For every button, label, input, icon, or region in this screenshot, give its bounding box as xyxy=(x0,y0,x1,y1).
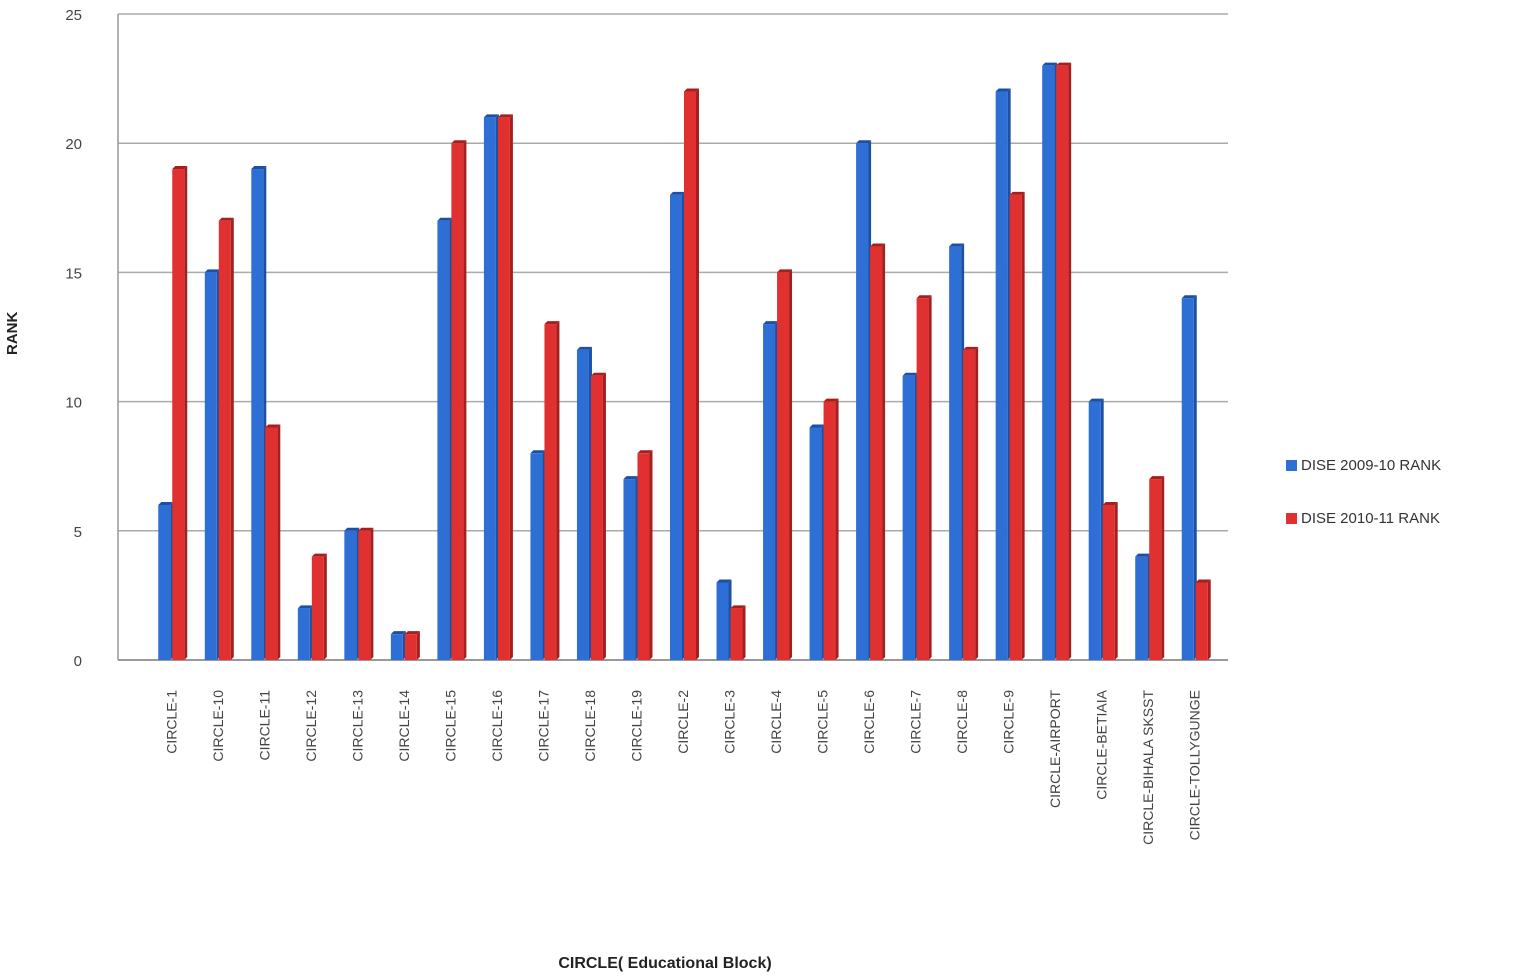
y-tick-label: 25 xyxy=(65,7,82,24)
y-tick-label: 5 xyxy=(74,524,82,541)
bar-2010-11 xyxy=(497,114,513,661)
bar-2009-10 xyxy=(1088,398,1104,660)
bar-2009-10 xyxy=(995,88,1011,660)
x-tick-label: CIRCLE-1 xyxy=(163,690,179,754)
bar-2009-10 xyxy=(251,166,267,661)
bar-2010-11 xyxy=(451,140,467,660)
y-tick-label: 15 xyxy=(65,265,82,282)
y-axis-label: RANK xyxy=(4,311,21,355)
x-tick-labels: CIRCLE-1 CIRCLE-10 CIRCLE-11 CIRCLE-12 CIRCL… xyxy=(163,689,1202,844)
x-tick-label: CIRCLE-9 xyxy=(1001,690,1017,754)
bar-2010-11 xyxy=(1195,579,1211,660)
bar-2009-10 xyxy=(809,424,825,660)
bar-2010-11 xyxy=(916,295,932,660)
bar-2009-10 xyxy=(204,269,220,660)
x-tick-label: CIRCLE-12 xyxy=(303,690,319,762)
x-tick-label: CIRCLE-8 xyxy=(954,690,970,754)
x-tick-label: CIRCLE-13 xyxy=(349,690,365,762)
bar-2010-11 xyxy=(730,605,746,660)
bar-2009-10 xyxy=(1181,295,1197,660)
x-tick-label: CIRCLE-11 xyxy=(256,690,272,761)
x-tick-label: CIRCLE-6 xyxy=(861,690,877,754)
x-tick-label: CIRCLE-15 xyxy=(442,690,458,762)
x-tick-label: CIRCLE-3 xyxy=(722,690,738,754)
bar-2010-11 xyxy=(637,450,653,660)
x-tick-label: CIRCLE-17 xyxy=(535,690,551,762)
x-tick-label: CIRCLE-AIRPORT xyxy=(1047,690,1063,808)
bar-2009-10 xyxy=(763,321,779,660)
bar-2010-11 xyxy=(358,527,374,660)
bar-2009-10 xyxy=(297,605,313,660)
x-axis-label: CIRCLE( Educational Block) xyxy=(558,955,772,972)
bar-2009-10 xyxy=(949,243,965,660)
bar-2010-11 xyxy=(1056,62,1072,661)
bar-2010-11 xyxy=(870,243,886,660)
y-tick-label: 20 xyxy=(65,136,82,153)
x-tick-label: CIRCLE-4 xyxy=(768,690,784,754)
bar-2009-10 xyxy=(1135,553,1151,660)
x-tick-label: CIRCLE-14 xyxy=(396,690,412,762)
bar-2010-11 xyxy=(311,553,327,660)
bar-2009-10 xyxy=(623,476,639,660)
x-tick-label: CIRCLE-BETIAIA xyxy=(1094,689,1110,799)
x-tick-label: CIRCLE-TOLLYGUNGE xyxy=(1187,690,1203,840)
bar-2010-11 xyxy=(963,346,979,660)
legend-item-2009-10: DISE 2009-10 RANK xyxy=(1286,452,1526,478)
bar-2009-10 xyxy=(158,501,174,660)
bar-2010-11 xyxy=(1102,501,1118,660)
x-tick-label: CIRCLE-18 xyxy=(582,690,598,762)
legend-swatch-2009-10 xyxy=(1286,459,1297,471)
bar-2010-11 xyxy=(684,88,699,660)
bar-2009-10 xyxy=(856,140,872,660)
x-tick-label: CIRCLE-5 xyxy=(815,690,831,754)
bar-2010-11 xyxy=(218,217,234,660)
x-tick-label: CIRCLE-7 xyxy=(908,690,924,754)
bar-2009-10 xyxy=(483,114,499,661)
bar-2010-11 xyxy=(404,631,420,660)
bar-2009-10 xyxy=(716,579,732,660)
bar-2009-10 xyxy=(344,527,360,660)
bar-2009-10 xyxy=(1042,62,1058,661)
bars xyxy=(158,62,1211,661)
legend: DISE 2009-10 RANK DISE 2010-11 RANK xyxy=(1286,452,1526,558)
bar-2010-11 xyxy=(544,321,560,660)
bar-2009-10 xyxy=(437,217,453,660)
bar-2010-11 xyxy=(1009,191,1025,660)
bar-2010-11 xyxy=(777,269,793,660)
x-tick-label: CIRCLE-16 xyxy=(489,690,505,762)
bar-2010-11 xyxy=(265,424,281,660)
y-tick-label: 10 xyxy=(65,395,82,412)
legend-item-2010-11: DISE 2010-11 RANK xyxy=(1286,505,1526,531)
y-tick-labels: 0 5 10 15 20 25 xyxy=(65,7,82,670)
bar-2009-10 xyxy=(902,372,918,660)
y-tick-label: 0 xyxy=(74,653,82,670)
x-tick-label: CIRCLE-BIHALA SKSST xyxy=(1140,690,1156,845)
bar-2009-10 xyxy=(390,631,406,660)
bar-2009-10 xyxy=(670,191,685,660)
legend-swatch-2010-11 xyxy=(1286,512,1297,524)
bar-2010-11 xyxy=(823,398,839,660)
bar-2010-11 xyxy=(590,372,606,660)
bar-2009-10 xyxy=(530,450,546,660)
x-tick-label: CIRCLE-10 xyxy=(210,690,226,762)
x-tick-label: CIRCLE-19 xyxy=(628,690,644,762)
legend-label-2009-10: DISE 2009-10 RANK xyxy=(1301,456,1442,474)
bar-2010-11 xyxy=(172,166,188,661)
legend-label-2010-11: DISE 2010-11 RANK xyxy=(1301,509,1440,527)
x-tick-label: CIRCLE-2 xyxy=(675,690,691,754)
bar-2010-11 xyxy=(1149,476,1165,660)
bar-2009-10 xyxy=(576,346,592,660)
